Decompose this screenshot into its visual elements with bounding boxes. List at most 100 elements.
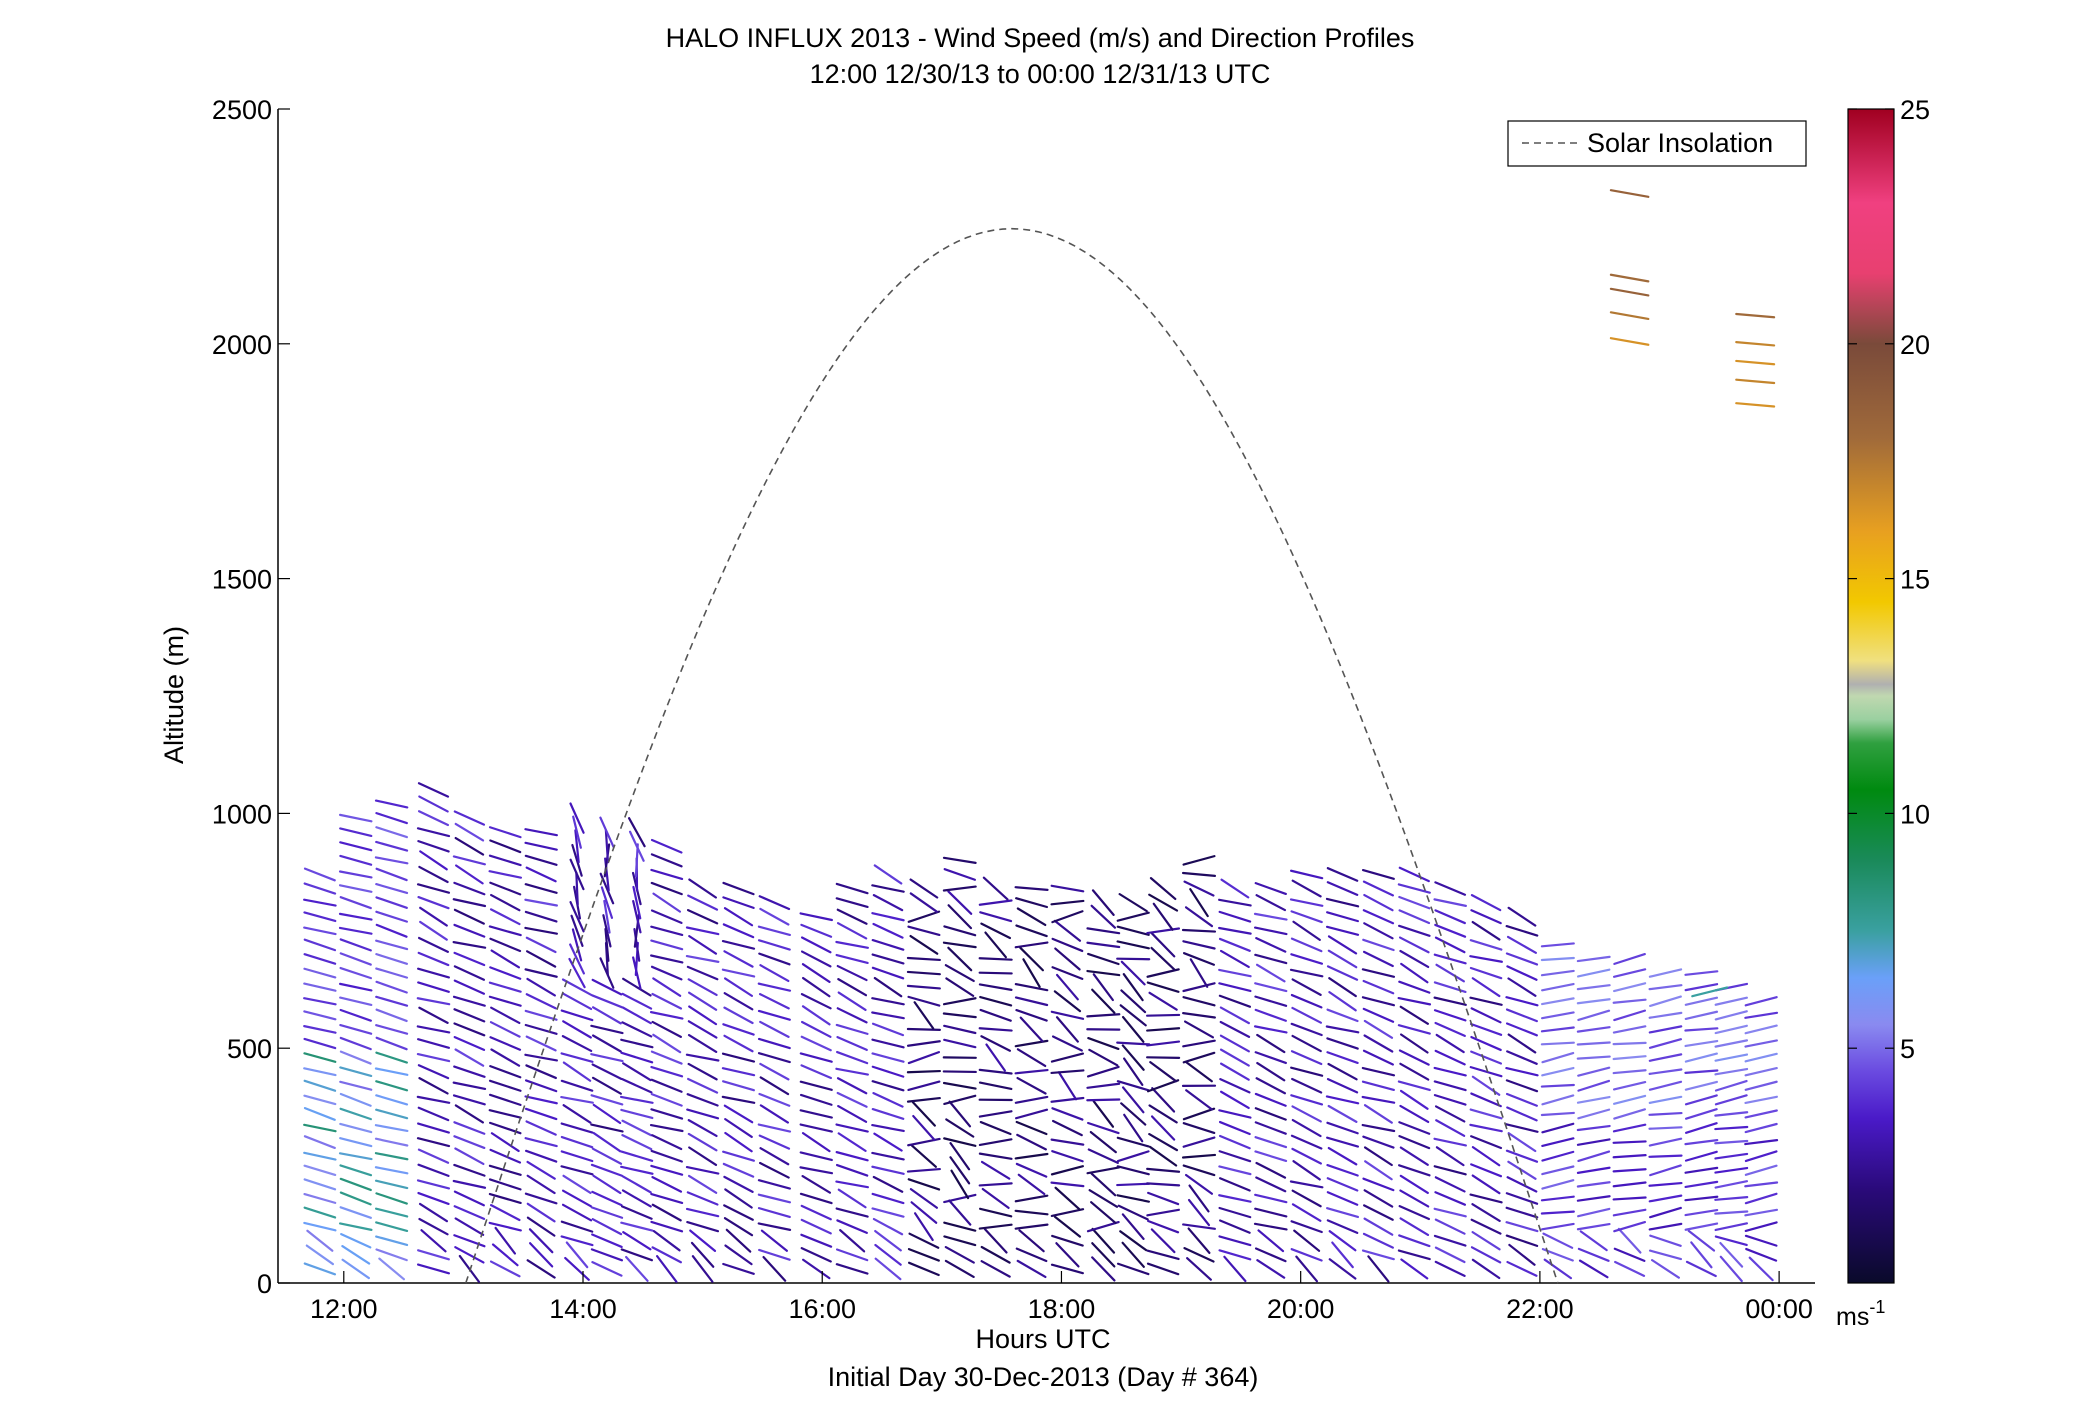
wind-arrow xyxy=(419,906,448,927)
wind-arrow xyxy=(909,934,939,955)
wind-arrow xyxy=(1400,1258,1429,1280)
wind-arrow xyxy=(1433,1009,1467,1022)
wind-arrow xyxy=(799,1123,833,1133)
wind-arrow xyxy=(1182,1122,1216,1135)
wind-arrow xyxy=(978,1182,1013,1187)
wind-arrow xyxy=(1291,1147,1322,1165)
wind-arrow xyxy=(1289,869,1324,880)
wind-arrow xyxy=(620,1221,654,1232)
wind-arrow xyxy=(1433,1234,1467,1247)
wind-arrow xyxy=(416,997,451,1006)
wind-arrow xyxy=(687,894,719,911)
wind-arrow xyxy=(1613,1108,1647,1120)
wind-arrow xyxy=(452,1094,486,1106)
wind-arrow xyxy=(1014,886,1049,891)
wind-arrow xyxy=(1087,1121,1120,1135)
wind-arrow xyxy=(871,1151,905,1161)
wind-arrow xyxy=(1612,1154,1647,1159)
wind-arrow xyxy=(1054,1186,1081,1211)
wind-arrow xyxy=(1577,1108,1611,1120)
wind-arrow xyxy=(984,931,1007,959)
wind-arrow xyxy=(1470,894,1502,912)
wind-arrow xyxy=(979,1207,1013,1218)
wind-arrow xyxy=(1398,1121,1431,1135)
plot-area xyxy=(277,109,1815,1284)
wind-arrow xyxy=(835,1151,869,1162)
wind-arrow xyxy=(621,992,653,1010)
wind-arrow xyxy=(722,1080,755,1092)
wind-arrow xyxy=(1146,1079,1180,1093)
wind-arrow xyxy=(525,993,557,1010)
wind-arrow xyxy=(1540,969,1575,977)
y-ticks: 0 500 1000 1500 2000 2500 xyxy=(212,95,290,1299)
wind-arrow xyxy=(1328,1230,1357,1252)
wind-arrow xyxy=(1651,1259,1680,1279)
wind-arrow xyxy=(722,1023,755,1036)
wind-arrow xyxy=(1505,1022,1538,1037)
wind-arrow xyxy=(1122,973,1144,1002)
wind-arrow xyxy=(303,938,337,952)
wind-arrow xyxy=(416,1025,451,1034)
wind-arrow xyxy=(1505,1092,1538,1107)
wind-arrow xyxy=(909,892,939,913)
wind-arrow xyxy=(1684,1150,1718,1162)
wind-arrow xyxy=(375,980,408,994)
wind-arrow xyxy=(873,864,903,885)
wind-arrow xyxy=(524,883,558,894)
wind-arrow xyxy=(488,1164,522,1176)
wind-arrow xyxy=(1434,1021,1466,1037)
wind-arrow xyxy=(1433,1080,1467,1092)
wind-arrow xyxy=(1400,962,1429,984)
wind-arrow xyxy=(1609,311,1650,321)
wind-arrow xyxy=(1014,1209,1049,1216)
wind-arrow xyxy=(801,1175,832,1194)
wind-arrow xyxy=(339,1191,372,1206)
wind-arrow xyxy=(526,1259,556,1279)
wind-arrow xyxy=(1051,1035,1083,1052)
wind-arrow xyxy=(1086,1082,1121,1089)
wind-arrow xyxy=(1433,953,1467,965)
wind-arrow xyxy=(1182,940,1216,950)
wind-arrow xyxy=(591,1147,623,1165)
wind-arrow xyxy=(836,908,868,925)
wind-arrow xyxy=(757,1207,791,1219)
wind-arrow xyxy=(561,1034,593,1053)
wind-arrow xyxy=(1325,897,1360,908)
wind-arrow xyxy=(978,957,1013,961)
wind-arrow xyxy=(338,1222,373,1231)
wind-arrow xyxy=(416,1095,451,1104)
wind-arrow xyxy=(303,1151,337,1161)
wind-arrow xyxy=(978,1152,1013,1160)
wind-arrow xyxy=(1577,1079,1611,1092)
wind-arrow xyxy=(560,1122,594,1134)
wind-arrow xyxy=(1050,1069,1085,1075)
wind-arrow xyxy=(1291,1189,1322,1208)
wind-arrow xyxy=(1719,1255,1743,1283)
wind-arrow xyxy=(1150,1228,1176,1254)
wind-arrow xyxy=(1050,1165,1085,1176)
wind-arrow xyxy=(722,923,755,939)
wind-arrow xyxy=(526,1216,556,1237)
wind-arrow xyxy=(453,979,486,995)
wind-arrow xyxy=(1714,1180,1749,1189)
wind-arrow xyxy=(651,1203,682,1222)
wind-arrow xyxy=(339,938,372,952)
wind-arrow xyxy=(1150,946,1176,972)
wind-arrow xyxy=(525,1035,557,1052)
wind-arrow xyxy=(1118,893,1148,913)
wind-arrow xyxy=(454,1104,485,1124)
wind-arrow xyxy=(417,1106,450,1122)
wind-arrow xyxy=(835,1248,869,1262)
wind-arrow xyxy=(490,949,520,969)
wind-arrow xyxy=(1505,1234,1539,1247)
wind-arrow xyxy=(1470,1092,1502,1108)
wind-arrow xyxy=(1505,1079,1539,1093)
wind-arrow xyxy=(591,1034,622,1053)
wind-arrow xyxy=(591,1261,623,1277)
wind-arrow xyxy=(375,867,408,882)
wind-arrow xyxy=(1714,996,1748,1006)
wind-arrow xyxy=(303,1164,337,1177)
wind-arrow xyxy=(1183,1247,1215,1263)
wind-arrow xyxy=(687,1119,718,1138)
wind-arrow xyxy=(1055,1242,1080,1268)
